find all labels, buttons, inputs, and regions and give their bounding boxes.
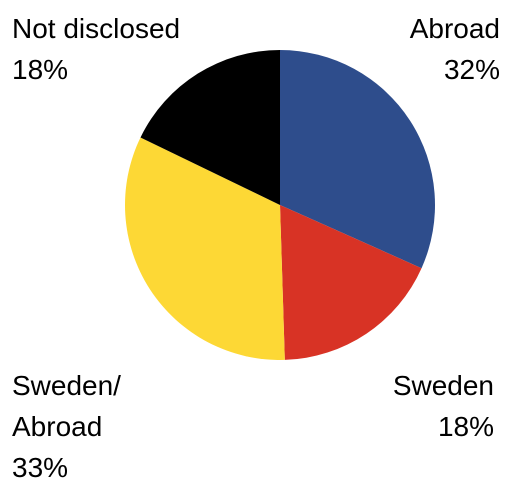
pie-slice	[280, 205, 422, 360]
pie-slice	[125, 137, 285, 360]
value-label: 32%	[443, 54, 500, 85]
slice-label: Abroad 32%	[300, 8, 500, 90]
value-label: 33%	[12, 452, 69, 483]
value-label: 18%	[437, 411, 494, 442]
pie-slice	[140, 50, 280, 205]
pie-slice	[280, 50, 435, 269]
category-label: Sweden	[392, 370, 494, 401]
slice-label: Sweden 18%	[294, 365, 494, 447]
category-label: Sweden/ Abroad	[12, 370, 121, 442]
slice-label: Sweden/ Abroad 33%	[12, 365, 142, 488]
slice-label: Not disclosed 18%	[12, 8, 272, 90]
category-label: Abroad	[409, 13, 500, 44]
value-label: 18%	[12, 54, 69, 85]
category-label: Not disclosed	[12, 13, 181, 44]
